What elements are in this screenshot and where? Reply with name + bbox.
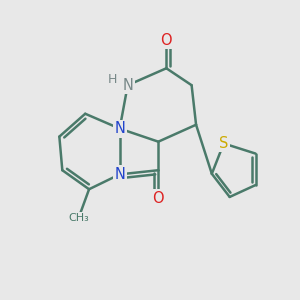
Text: O: O [152, 191, 164, 206]
Text: S: S [219, 136, 228, 151]
Text: N: N [123, 78, 134, 93]
Text: O: O [160, 32, 172, 47]
Text: N: N [114, 121, 125, 136]
Text: CH₃: CH₃ [68, 213, 89, 223]
Text: N: N [114, 167, 125, 182]
Text: H: H [108, 73, 118, 86]
